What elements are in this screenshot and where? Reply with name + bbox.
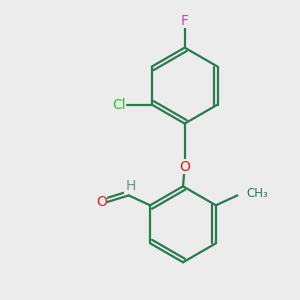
Text: F: F — [181, 14, 189, 28]
Text: H: H — [125, 179, 136, 193]
Text: O: O — [96, 195, 107, 209]
Text: O: O — [179, 160, 190, 173]
Text: Cl: Cl — [112, 98, 126, 112]
Text: CH₃: CH₃ — [247, 187, 268, 200]
